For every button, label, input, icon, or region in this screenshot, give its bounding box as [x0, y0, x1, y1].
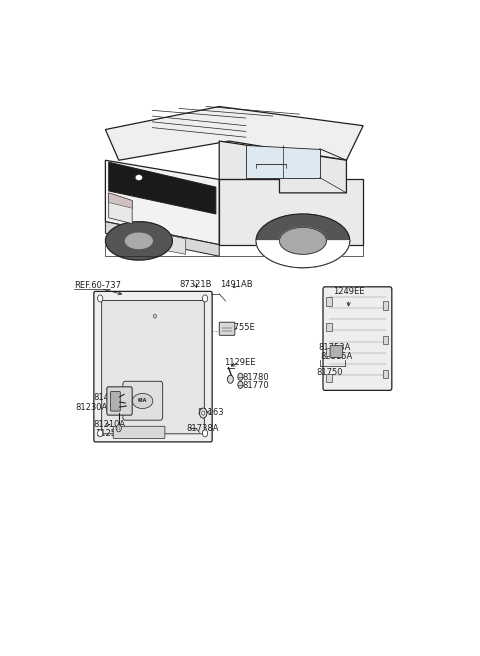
- FancyBboxPatch shape: [330, 346, 343, 358]
- Text: 1491AB: 1491AB: [220, 280, 252, 289]
- Text: 1249EE: 1249EE: [334, 287, 365, 306]
- Bar: [326, 348, 332, 356]
- Bar: [383, 370, 388, 378]
- Text: 81230A: 81230A: [75, 403, 107, 411]
- Text: 81770: 81770: [242, 381, 269, 390]
- FancyBboxPatch shape: [323, 287, 392, 390]
- FancyBboxPatch shape: [113, 426, 165, 438]
- Polygon shape: [125, 226, 186, 255]
- Text: REF.60-737: REF.60-737: [74, 281, 121, 291]
- Circle shape: [203, 430, 208, 437]
- Text: 1125DA: 1125DA: [96, 429, 129, 438]
- Text: 81780: 81780: [242, 373, 269, 382]
- Polygon shape: [106, 160, 219, 245]
- Polygon shape: [246, 145, 320, 178]
- Text: 81755E: 81755E: [224, 323, 255, 333]
- Bar: [326, 374, 332, 382]
- Polygon shape: [256, 214, 350, 268]
- Polygon shape: [109, 193, 132, 224]
- Circle shape: [97, 430, 103, 437]
- Polygon shape: [279, 228, 326, 255]
- Circle shape: [228, 375, 233, 383]
- Ellipse shape: [135, 174, 143, 180]
- Polygon shape: [219, 180, 363, 245]
- Polygon shape: [109, 193, 132, 208]
- Bar: [326, 297, 332, 306]
- Polygon shape: [125, 233, 152, 249]
- Polygon shape: [256, 241, 350, 268]
- Circle shape: [97, 295, 103, 302]
- Text: 87321B: 87321B: [179, 280, 212, 289]
- FancyBboxPatch shape: [219, 322, 235, 335]
- FancyBboxPatch shape: [94, 291, 212, 442]
- Circle shape: [238, 373, 243, 380]
- Polygon shape: [106, 222, 172, 260]
- Circle shape: [238, 381, 243, 388]
- FancyBboxPatch shape: [102, 300, 204, 434]
- Bar: [383, 336, 388, 344]
- Text: 81738A: 81738A: [186, 424, 219, 433]
- Circle shape: [154, 314, 156, 318]
- Circle shape: [202, 411, 204, 415]
- Polygon shape: [106, 222, 219, 256]
- Text: KIA: KIA: [138, 398, 147, 403]
- Text: 81210A: 81210A: [94, 420, 126, 429]
- Polygon shape: [106, 106, 363, 160]
- Circle shape: [118, 427, 120, 430]
- Text: 82315A: 82315A: [321, 352, 353, 361]
- FancyBboxPatch shape: [123, 381, 163, 420]
- FancyBboxPatch shape: [110, 392, 120, 411]
- Text: 1129EE: 1129EE: [224, 358, 255, 367]
- Circle shape: [200, 408, 207, 418]
- Polygon shape: [109, 162, 216, 214]
- Circle shape: [203, 295, 208, 302]
- Ellipse shape: [132, 394, 153, 409]
- Bar: [326, 323, 332, 331]
- Text: 81753A: 81753A: [319, 343, 351, 352]
- Circle shape: [116, 424, 121, 432]
- FancyBboxPatch shape: [107, 387, 132, 415]
- Polygon shape: [219, 141, 347, 193]
- Bar: [383, 302, 388, 310]
- Text: 81750: 81750: [316, 368, 342, 377]
- Text: 81163: 81163: [197, 407, 224, 417]
- Text: 81456C: 81456C: [94, 394, 126, 402]
